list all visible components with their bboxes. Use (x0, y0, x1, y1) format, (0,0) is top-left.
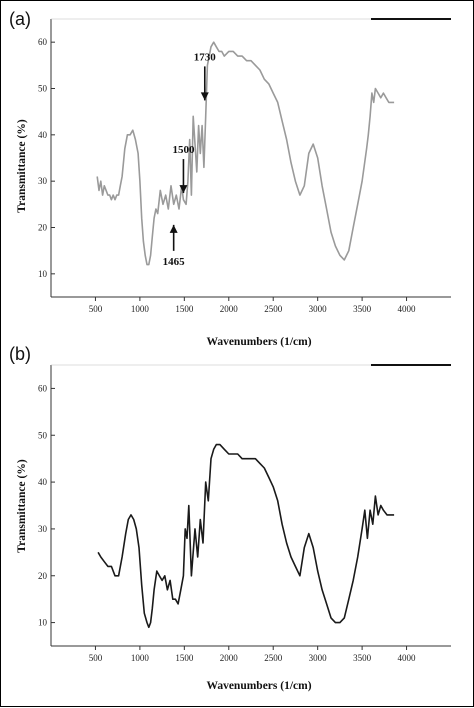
chart-b-xtick-label: 3000 (309, 653, 328, 663)
chart-a-annotation-label: 1730 (194, 51, 217, 63)
chart-a-ytick-label: 40 (38, 130, 48, 140)
chart-b-xtick-label: 2000 (220, 653, 239, 663)
chart-b-spectrum-line-0 (97, 443, 395, 629)
chart-a-annotation-label: 1465 (163, 256, 186, 268)
chart-a-ytick-label: 60 (38, 37, 48, 47)
chart-b-xtick-label: 1000 (131, 653, 150, 663)
chart-a-xtick-label: 1000 (131, 304, 150, 314)
chart-b-ytick-label: 30 (38, 524, 48, 534)
chart-a-annotation-arrowhead (200, 92, 209, 101)
chart-a-xtick-label: 2500 (264, 304, 283, 314)
chart-a-xtick-label: 2000 (220, 304, 239, 314)
chart-b-xtick-label: 3500 (353, 653, 372, 663)
chart-b-ytick-label: 40 (38, 477, 48, 487)
chart-a-xtick-label: 1500 (175, 304, 194, 314)
panel-a-label: (a) (9, 9, 31, 29)
chart-b-xtick-label: 4000 (398, 653, 417, 663)
chart-a-annotation-arrowhead (179, 185, 188, 194)
chart-a-ylabel: Transmittance (%) (16, 119, 28, 213)
chart-a-ytick-label: 50 (38, 84, 48, 94)
chart-b-xtick-label: 2500 (264, 653, 283, 663)
chart-b-xtick-label: 1500 (175, 653, 194, 663)
chart-a-ytick-label: 30 (38, 176, 48, 186)
chart-a-annotation-label: 1500 (172, 144, 195, 156)
chart-a-xtick-label: 500 (89, 304, 103, 314)
chart-a-ytick-label: 20 (38, 223, 48, 233)
chart-a-spectrum-line-0 (96, 41, 395, 266)
chart-a-xtick-label: 3000 (309, 304, 328, 314)
chart-b-ytick-label: 60 (38, 383, 48, 393)
chart-a-ytick-label: 10 (38, 269, 48, 279)
chart-b-ylabel: Transmittance (%) (16, 459, 28, 553)
chart-b-ytick-label: 20 (38, 571, 48, 581)
chart-b-ytick-label: 50 (38, 430, 48, 440)
chart-b-xlabel: Wavenumbers (1/cm) (206, 680, 311, 692)
chart-b-xtick-label: 500 (89, 653, 103, 663)
chart-a-xtick-label: 4000 (398, 304, 417, 314)
panel-b-label: (b) (9, 344, 31, 364)
chart-b-ytick-label: 10 (38, 618, 48, 628)
chart-a-xtick-label: 3500 (353, 304, 372, 314)
chart-a-annotation-arrowhead (169, 224, 178, 233)
chart-a-xlabel: Wavenumbers (1/cm) (206, 336, 311, 348)
